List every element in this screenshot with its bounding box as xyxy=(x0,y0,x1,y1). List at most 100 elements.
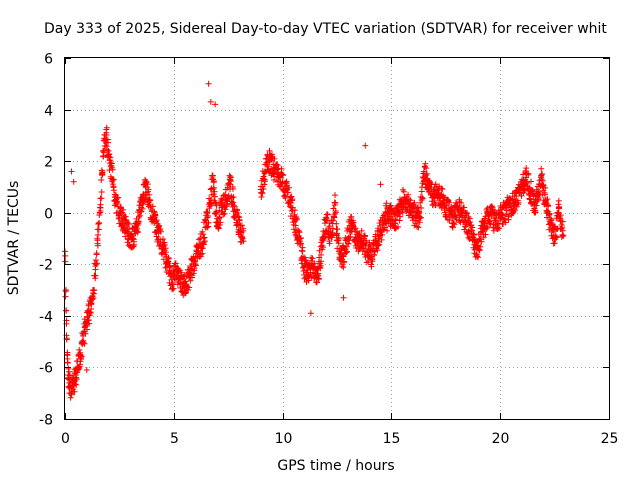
data-point xyxy=(297,235,304,242)
data-point xyxy=(555,197,562,204)
data-point xyxy=(271,155,278,162)
data-point xyxy=(392,217,399,224)
data-point xyxy=(381,224,388,231)
data-point xyxy=(310,261,317,268)
data-point xyxy=(106,150,113,157)
data-point xyxy=(502,219,509,226)
data-point xyxy=(464,209,471,216)
data-point xyxy=(309,255,316,262)
data-point xyxy=(443,214,450,221)
data-point xyxy=(186,274,193,281)
data-point xyxy=(128,231,135,238)
data-point xyxy=(323,217,330,224)
data-point xyxy=(484,224,491,231)
data-point xyxy=(380,212,387,219)
data-point xyxy=(478,238,485,245)
data-point xyxy=(64,359,71,366)
data-point xyxy=(236,222,243,229)
data-point xyxy=(559,227,566,234)
data-point xyxy=(287,203,294,210)
data-point xyxy=(333,220,340,227)
data-point xyxy=(551,235,558,242)
data-point xyxy=(505,216,512,223)
data-point xyxy=(199,245,206,252)
data-point xyxy=(423,165,430,172)
data-point xyxy=(406,196,413,203)
data-point xyxy=(260,173,267,180)
data-point xyxy=(462,217,469,224)
data-point xyxy=(477,243,484,250)
data-point xyxy=(94,240,101,247)
data-point xyxy=(201,234,208,241)
data-point xyxy=(499,212,506,219)
data-point xyxy=(222,206,229,213)
y-tick-label: 6 xyxy=(44,52,53,68)
data-point xyxy=(83,367,90,374)
data-point xyxy=(258,189,265,196)
data-point xyxy=(468,230,475,237)
y-axis-tick-labels: -8 -6 -4 -2 0 2 4 6 xyxy=(39,52,53,429)
data-point xyxy=(291,207,298,214)
data-point xyxy=(546,210,553,217)
data-point xyxy=(131,241,138,248)
data-point xyxy=(384,227,391,234)
data-point xyxy=(266,147,273,154)
data-point xyxy=(122,233,129,240)
data-point xyxy=(559,218,566,225)
data-point xyxy=(346,234,353,241)
data-point xyxy=(177,276,184,283)
data-point xyxy=(240,238,247,245)
data-point xyxy=(64,351,71,358)
data-point xyxy=(231,207,238,214)
x-tick-label: 10 xyxy=(275,431,293,447)
y-tick-label: 0 xyxy=(44,207,53,223)
data-point xyxy=(80,337,87,344)
data-point xyxy=(486,212,493,219)
data-point xyxy=(92,272,99,279)
data-point xyxy=(523,171,530,178)
data-point xyxy=(240,227,247,234)
data-point xyxy=(209,176,216,183)
data-point xyxy=(109,166,116,173)
data-point xyxy=(377,181,384,188)
data-point xyxy=(452,213,459,220)
data-point xyxy=(199,231,206,238)
data-point xyxy=(326,223,333,230)
data-point xyxy=(411,199,418,206)
data-point xyxy=(542,199,549,206)
data-point xyxy=(494,225,501,232)
data-point xyxy=(418,204,425,211)
data-point xyxy=(336,248,343,255)
data-point xyxy=(230,199,237,206)
data-point xyxy=(401,194,408,201)
data-point xyxy=(414,204,421,211)
data-point xyxy=(527,196,534,203)
data-point xyxy=(220,211,227,218)
data-point xyxy=(528,178,535,185)
data-point xyxy=(95,221,102,228)
data-point xyxy=(475,254,482,261)
data-point xyxy=(492,217,499,224)
data-point xyxy=(223,196,230,203)
data-point xyxy=(299,244,306,251)
data-point xyxy=(266,158,273,165)
data-point xyxy=(100,153,107,160)
plot-frame xyxy=(64,57,610,420)
data-point xyxy=(109,176,116,183)
data-point xyxy=(318,251,325,258)
data-point xyxy=(288,208,295,215)
data-point xyxy=(257,186,264,193)
data-point xyxy=(95,226,102,233)
data-point xyxy=(415,210,422,217)
data-point xyxy=(112,194,119,201)
data-point xyxy=(96,219,103,226)
data-point xyxy=(512,207,519,214)
data-point xyxy=(62,293,69,300)
data-point xyxy=(394,223,401,230)
data-point xyxy=(482,231,489,238)
data-point xyxy=(140,199,147,206)
data-point xyxy=(214,222,221,229)
data-point xyxy=(96,209,103,216)
data-point xyxy=(90,287,97,294)
data-point xyxy=(407,197,414,204)
